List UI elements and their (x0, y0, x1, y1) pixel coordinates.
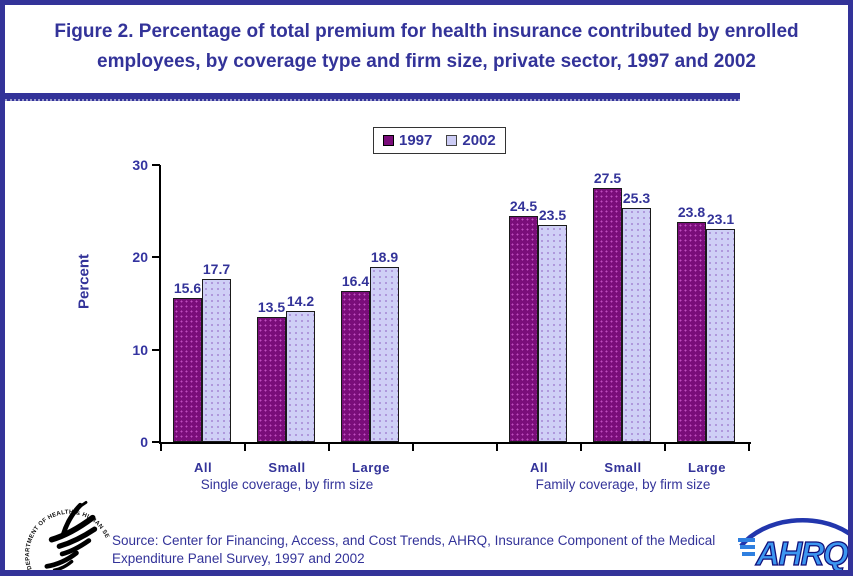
ahrq-text: AHRQ (755, 535, 849, 572)
bar-2002-small-family (622, 208, 651, 442)
legend-item-2002: 2002 (446, 132, 496, 149)
bar-value-label: 27.5 (593, 170, 622, 186)
x-axis-tick (412, 444, 414, 451)
category-label: All (529, 460, 549, 475)
y-tick-label: 10 (132, 342, 148, 358)
category-label: All (193, 460, 213, 475)
bar-1997-small-single (257, 317, 286, 442)
bar-1997-large-family (677, 222, 706, 442)
legend-label-2002: 2002 (462, 132, 496, 149)
x-axis-tick (496, 444, 498, 451)
x-axis-tick (160, 444, 162, 451)
bar-value-label: 25.3 (622, 190, 651, 206)
hhs-eagle-icon (44, 501, 98, 570)
y-axis-tick (152, 441, 160, 443)
legend-item-1997: 1997 (383, 132, 432, 149)
category-label: Large (688, 460, 726, 475)
x-axis-tick (664, 444, 666, 451)
y-axis-tick (152, 256, 160, 258)
legend-swatch-1997 (383, 135, 394, 146)
x-axis-tick (328, 444, 330, 451)
bar-2002-all-family (538, 225, 567, 442)
bar-value-label: 23.8 (677, 204, 706, 220)
legend-label-1997: 1997 (399, 132, 433, 149)
legend-swatch-2002 (446, 135, 458, 146)
y-axis-tick (152, 164, 160, 166)
bar-value-label: 23.1 (706, 211, 735, 227)
bar-value-label: 24.5 (509, 198, 538, 214)
category-label: Small (268, 460, 306, 475)
figure-title: Figure 2. Percentage of total premium fo… (54, 21, 799, 72)
source-text: Source: Center for Financing, Access, an… (112, 533, 716, 566)
y-axis-line (159, 165, 161, 444)
y-tick-label: 30 (132, 157, 148, 173)
bar-1997-small-family (593, 188, 622, 442)
bar-value-label: 14.2 (286, 293, 315, 309)
chart-legend: 1997 2002 (373, 127, 506, 154)
bar-1997-all-single (173, 298, 202, 442)
group-label-single-coverage: Single coverage, by firm size (200, 477, 374, 492)
bar-value-label: 18.9 (370, 249, 399, 265)
bar-1997-large-single (341, 291, 370, 442)
bar-value-label: 17.7 (202, 261, 231, 277)
x-axis-tick (580, 444, 582, 451)
category-label: Small (604, 460, 642, 475)
bar-value-label: 15.6 (173, 280, 202, 296)
y-axis-title: Percent (75, 253, 93, 310)
y-tick-label: 0 (140, 434, 148, 450)
x-axis-line (159, 442, 751, 444)
bar-2002-large-family (706, 229, 735, 442)
ahrq-speed-lines-icon (738, 538, 755, 556)
group-label-family-coverage: Family coverage, by firm size (535, 477, 711, 492)
y-axis-tick (152, 349, 160, 351)
y-tick-label: 20 (132, 249, 148, 265)
category-label: Large (352, 460, 390, 475)
hhs-logo: DEPARTMENT OF HEALTH & HUMAN SERVICES · … (17, 491, 110, 570)
ahrq-logo: AHRQ (738, 517, 849, 572)
x-axis-tick (748, 444, 750, 451)
bar-value-label: 23.5 (538, 207, 567, 223)
bar-2002-large-single (370, 267, 399, 442)
bar-value-label: 16.4 (341, 273, 370, 289)
bar-value-label: 13.5 (257, 299, 286, 315)
title-divider-bar (5, 93, 740, 101)
bar-1997-all-family (509, 216, 538, 442)
bar-2002-small-single (286, 311, 315, 442)
ahrq-arc-icon (739, 517, 848, 548)
x-axis-tick (244, 444, 246, 451)
plot-area: Percent Single coverage, by firm size Fa… (5, 5, 848, 570)
bar-2002-all-single (202, 279, 231, 442)
